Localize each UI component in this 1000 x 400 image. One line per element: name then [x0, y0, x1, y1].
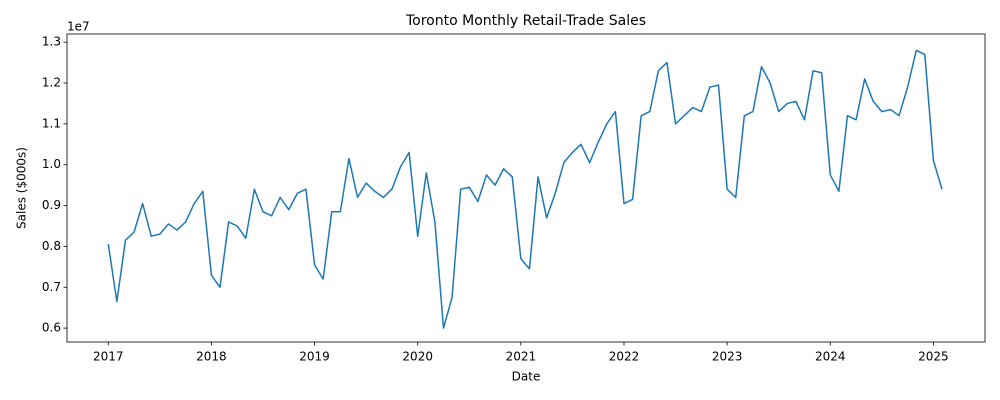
x-tick-label: 2019 [299, 350, 330, 364]
y-tick-label: 1.2 [42, 76, 61, 90]
y-offset-label: 1e7 [67, 20, 90, 34]
y-tick-label: 0.8 [42, 239, 61, 253]
y-tick-label: 1.1 [42, 116, 61, 130]
x-tick-label: 2017 [93, 350, 124, 364]
y-tick-label: 0.7 [42, 280, 61, 294]
x-tick-label: 2022 [609, 350, 640, 364]
x-tick-label: 2020 [402, 350, 433, 364]
y-tick-label: 0.6 [42, 321, 61, 335]
x-tick-label: 2025 [918, 350, 949, 364]
plot-frame [66, 33, 986, 343]
x-tick-label: 2021 [506, 350, 537, 364]
y-tick-label: 0.9 [42, 198, 61, 212]
x-tick-label: 2023 [712, 350, 743, 364]
y-axis-label: Sales ($000s) [15, 147, 29, 229]
x-axis-label: Date [512, 370, 541, 384]
y-tick-label: 1.0 [42, 157, 61, 171]
x-tick-label: 2024 [815, 350, 846, 364]
series-line [107, 49, 943, 329]
x-tick-label: 2018 [196, 350, 227, 364]
chart-title: Toronto Monthly Retail-Trade Sales [405, 13, 646, 29]
y-tick-label: 1.3 [42, 35, 61, 49]
